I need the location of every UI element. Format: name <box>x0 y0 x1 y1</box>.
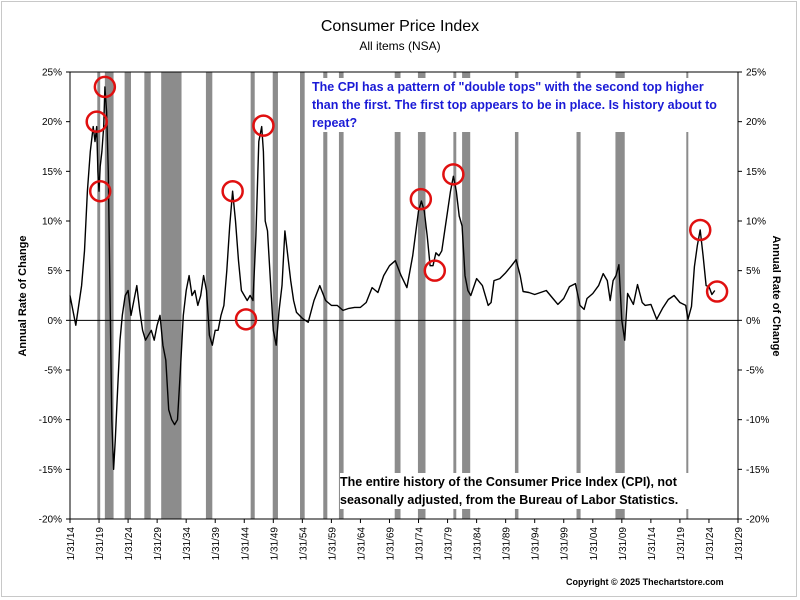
y-tick-label-right: -15% <box>746 465 769 476</box>
copyright-text: Copyright © 2025 Thechartstore.com <box>566 577 724 587</box>
y-tick-label-right: 10% <box>746 217 766 228</box>
recession-band <box>272 72 278 519</box>
x-tick-label: 1/31/29 <box>153 527 164 561</box>
x-tick-label: 1/31/39 <box>211 527 222 561</box>
highlight-circle <box>409 187 433 211</box>
recession-band <box>514 72 519 519</box>
recession-band <box>686 72 689 519</box>
y-tick-label-right: -10% <box>746 415 769 426</box>
y-tick-label-right: -20% <box>746 515 769 526</box>
y-tick-label-right: 5% <box>746 266 761 277</box>
y-tick-label-right: 0% <box>746 316 761 327</box>
x-tick-label: 1/31/84 <box>473 527 484 561</box>
highlight-circle <box>88 179 112 203</box>
x-tick-label: 1/31/34 <box>182 527 193 561</box>
y-tick-label-left: -15% <box>39 465 62 476</box>
y-tick-label-left: 25% <box>42 68 62 79</box>
y-tick-label-left: -20% <box>39 515 62 526</box>
y-tick-label-left: 20% <box>42 117 62 128</box>
x-tick-label: 1/31/89 <box>502 527 513 561</box>
x-tick-label: 1/31/59 <box>327 527 338 561</box>
chart-title: Consumer Price Index <box>320 18 480 35</box>
highlight-circle <box>252 114 275 137</box>
cpi-line <box>69 86 716 470</box>
y-tick-label-left: 5% <box>48 266 63 277</box>
highlight-circle <box>688 218 712 242</box>
y-tick-label-left: -10% <box>39 415 62 426</box>
x-tick-label: 1/31/44 <box>240 527 251 561</box>
chart-subtitle: All items (NSA) <box>359 39 441 53</box>
x-tick-label: 1/31/09 <box>618 527 629 561</box>
x-tick-label: 1/31/19 <box>95 527 106 561</box>
y-tick-label-left: 10% <box>42 217 62 228</box>
cpi-series <box>69 86 716 470</box>
y-tick-label-right: 20% <box>746 117 766 128</box>
recession-band <box>124 72 131 519</box>
highlight-circle <box>442 163 465 186</box>
x-tick-label: 1/31/94 <box>531 527 542 561</box>
recession-band <box>161 72 182 519</box>
x-tick-label: 1/31/19 <box>676 527 687 561</box>
recession-band <box>338 72 344 519</box>
highlight-circle <box>423 259 447 282</box>
x-tick-label: 1/31/24 <box>124 527 135 561</box>
recession-band <box>417 72 426 519</box>
y-tick-label-right: 15% <box>746 167 766 178</box>
recession-band <box>104 72 114 519</box>
y-tick-label-left: -5% <box>44 366 62 377</box>
recession-band <box>300 72 305 519</box>
highlight-circle <box>234 308 258 331</box>
x-tick-label: 1/31/29 <box>734 527 745 561</box>
recession-band <box>97 72 101 519</box>
x-tick-label: 1/31/64 <box>356 527 367 561</box>
x-tick-label: 1/31/24 <box>705 527 716 561</box>
x-tick-label: 1/31/74 <box>415 527 426 561</box>
highlight-circle <box>221 179 244 203</box>
annotation-double-tops: The CPI has a pattern of "double tops" w… <box>312 78 732 132</box>
y-tick-label-left: 15% <box>42 167 62 178</box>
recession-band <box>205 72 213 519</box>
annotation-cpi-history: The entire history of the Consumer Price… <box>340 473 732 509</box>
highlight-circle <box>85 110 108 133</box>
recession-band <box>144 72 151 519</box>
x-tick-label: 1/31/14 <box>66 527 77 561</box>
x-tick-label: 1/31/99 <box>560 527 571 561</box>
x-tick-label: 1/31/14 <box>647 527 658 561</box>
recession-band <box>323 72 328 519</box>
x-tick-label: 1/31/79 <box>444 527 455 561</box>
recession-band <box>453 72 457 519</box>
recession-band <box>462 72 471 519</box>
x-tick-label: 1/31/54 <box>298 527 309 561</box>
recession-band <box>394 72 401 519</box>
x-tick-label: 1/31/69 <box>385 527 396 561</box>
highlight-circle <box>93 75 117 99</box>
highlight-circles <box>85 75 729 331</box>
highlight-circle <box>705 280 729 303</box>
y-tick-label-right: -5% <box>746 366 764 377</box>
x-tick-label: 1/31/04 <box>589 527 600 561</box>
x-tick-label: 1/31/49 <box>269 527 280 561</box>
y-tick-label-right: 25% <box>746 68 766 79</box>
y-tick-label-left: 0% <box>48 316 63 327</box>
